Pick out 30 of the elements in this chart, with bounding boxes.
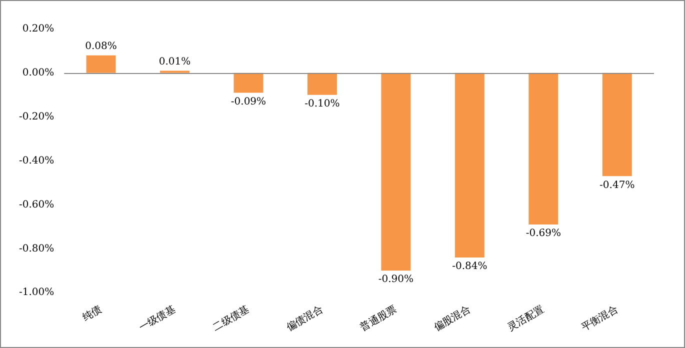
data-label: 0.08% [85, 40, 117, 52]
data-label: -0.10% [304, 98, 340, 110]
bar [454, 72, 484, 258]
x-tick-label: 普通股票 [358, 303, 399, 334]
x-tick-label: 二级债基 [210, 303, 252, 334]
y-tick-label: -0.60% [18, 199, 54, 210]
data-label: -0.90% [378, 274, 414, 286]
y-tick-label: -1.00% [18, 287, 54, 298]
data-label: 0.01% [158, 56, 191, 68]
y-tick-label: -0.80% [18, 243, 54, 254]
x-tick-label: 纯债 [80, 303, 104, 324]
data-label: -0.84% [452, 261, 488, 272]
bar [381, 72, 411, 271]
x-tick-label: 一级债基 [136, 303, 178, 334]
bar [234, 72, 264, 93]
bar [307, 72, 337, 95]
bar [602, 72, 632, 176]
data-label: -0.69% [526, 228, 561, 240]
bar [528, 72, 558, 225]
y-tick-label: -0.40% [18, 155, 54, 166]
y-tick-label: -0.20% [18, 111, 54, 122]
y-tick-label: 0.00% [22, 68, 54, 79]
x-tick-label: 偏债混合 [284, 303, 326, 334]
x-tick-label: 灵活配置 [506, 303, 546, 334]
data-label: -0.47% [600, 180, 635, 191]
y-tick-label: 0.20% [22, 24, 54, 35]
x-tick-label: 平衡混合 [579, 303, 620, 334]
data-label: -0.09% [230, 96, 266, 108]
bar [86, 55, 116, 73]
x-tick-label: 偏股混合 [432, 303, 472, 334]
